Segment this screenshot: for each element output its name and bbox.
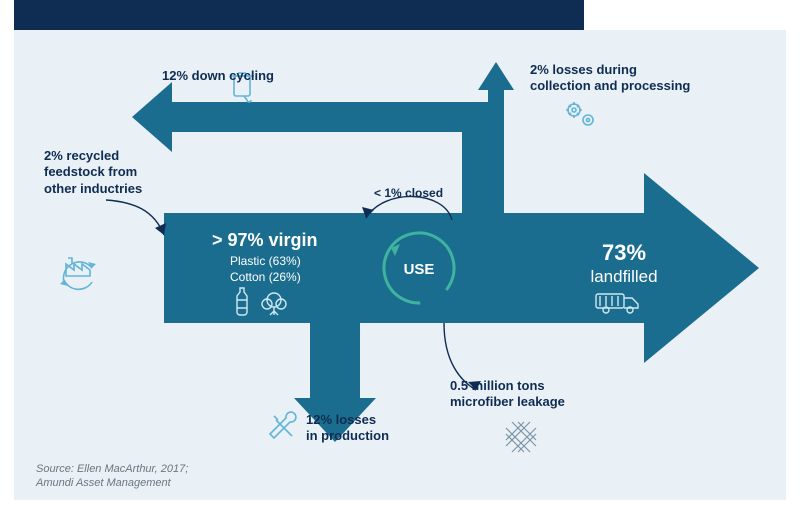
label-losses-collect: 2% losses during collection and processi… — [530, 62, 690, 95]
virgin-plastic: Plastic (63%) — [230, 254, 301, 268]
fibers-icon — [506, 422, 536, 452]
label-feedstock: 2% recycled feedstock from other inductr… — [44, 148, 142, 197]
virgin-head: > 97% virgin — [212, 230, 318, 250]
feedstock-in-arrow — [106, 200, 166, 235]
main-arrow — [164, 173, 759, 363]
diagram-canvas: USE > 97% virgin Plastic (63%) Cotton (2… — [14, 30, 786, 500]
label-losses-prod: 12% losses in production — [306, 412, 389, 445]
virgin-cotton: Cotton (26%) — [230, 270, 301, 284]
header-bar — [14, 0, 584, 30]
label-closed: < 1% closed — [374, 186, 443, 201]
flow-svg: USE > 97% virgin Plastic (63%) Cotton (2… — [14, 30, 786, 500]
landfilled-word: landfilled — [590, 267, 657, 286]
factory-recycle-icon — [60, 258, 96, 289]
wrench-screwdriver-icon — [270, 412, 296, 438]
landfilled-pct: 73% — [602, 240, 646, 265]
label-microfiber: 0.5 million tons microfiber leakage — [450, 378, 565, 411]
source-text: Source: Ellen MacArthur, 2017; Amundi As… — [36, 462, 188, 491]
gears-icon — [566, 102, 593, 125]
label-downcycling: 12% down cycling — [162, 68, 274, 84]
use-label: USE — [404, 261, 435, 278]
